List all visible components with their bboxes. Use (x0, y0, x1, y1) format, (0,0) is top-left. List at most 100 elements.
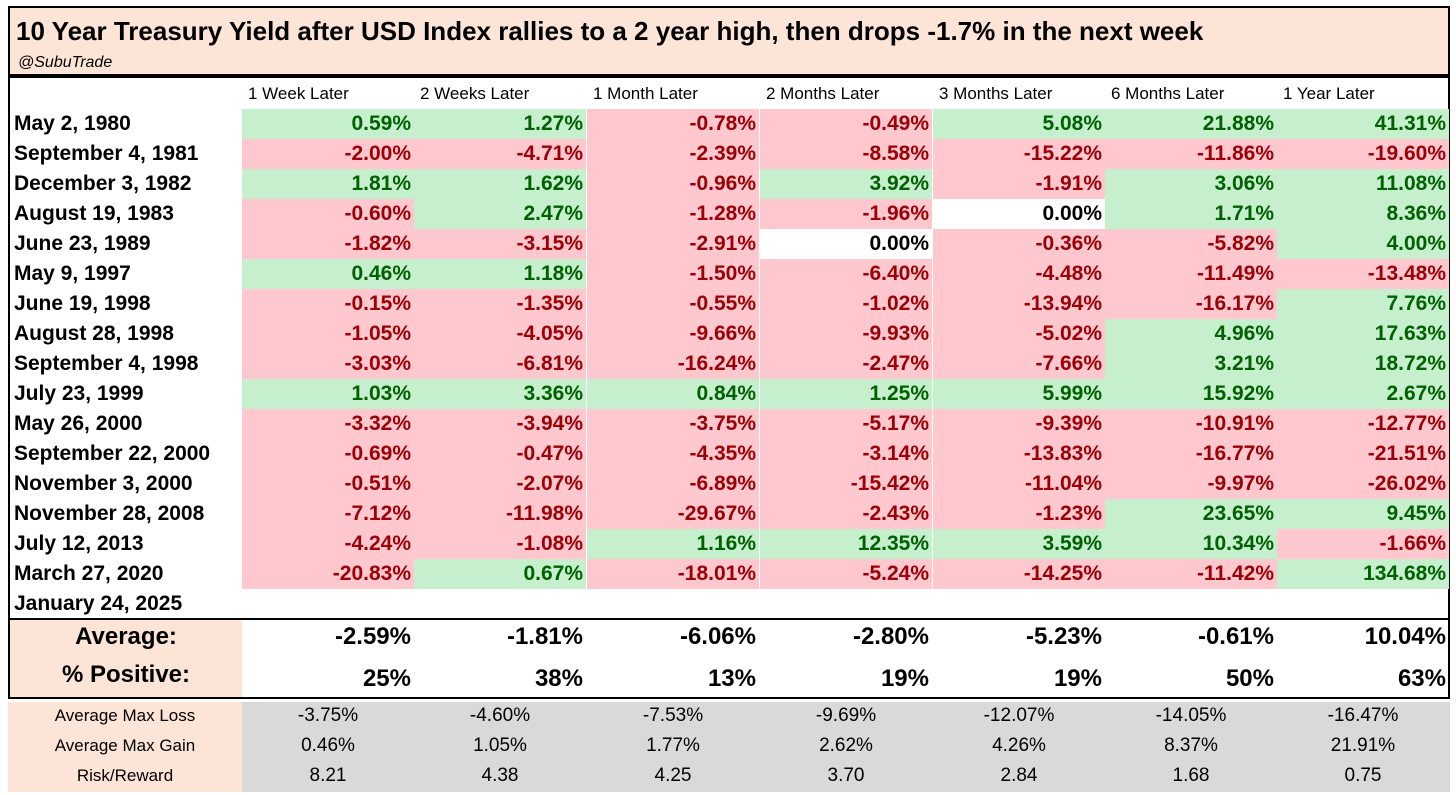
table-cell: 11.08% (1277, 169, 1449, 199)
table-cell: 18.72% (1277, 349, 1449, 379)
table-cell: -11.86% (1105, 139, 1277, 169)
table-cell: -2.07% (414, 469, 586, 499)
table-cell: -21.51% (1277, 439, 1449, 469)
table-cell: 0.00% (760, 229, 932, 259)
table-cell: -1.66% (1277, 529, 1449, 559)
table-cell: 1.16% (587, 529, 759, 559)
table-cell: -3.32% (242, 409, 414, 439)
table-cell: -0.51% (242, 469, 414, 499)
table-cell: -11.04% (933, 469, 1105, 499)
table-cell: 2.67% (1277, 379, 1449, 409)
author-handle: @SubuTrade (18, 54, 113, 71)
table-cell: -1.91% (933, 169, 1105, 199)
table-cell: 1.03% (242, 379, 414, 409)
stats-value: -7.53% (642, 705, 704, 726)
table-cell: -0.60% (242, 199, 414, 229)
stats-value: 21.91% (1330, 735, 1396, 756)
table-cell: 4.00% (1277, 229, 1449, 259)
table-cell: -9.97% (1105, 469, 1277, 499)
column-header: 6 Months Later (1111, 84, 1225, 103)
stats-value: 1.77% (646, 735, 700, 756)
stats-value: -14.05% (1155, 705, 1227, 726)
row-date-label: November 28, 2008 (14, 502, 205, 525)
stats-value: 4.25 (654, 765, 692, 786)
table-cell: -4.48% (933, 259, 1105, 289)
table-cell: 7.76% (1277, 289, 1449, 319)
row-date-label: July 23, 1999 (14, 382, 144, 405)
stats-value: 1.05% (473, 735, 527, 756)
table-cell: -1.23% (933, 499, 1105, 529)
table-cell: -6.89% (587, 469, 759, 499)
table-cell: -11.98% (414, 499, 586, 529)
table-cell: -2.00% (242, 139, 414, 169)
summary-value: 25% (362, 665, 411, 692)
row-date-label: July 12, 2013 (14, 532, 144, 555)
table-cell: -2.91% (587, 229, 759, 259)
table-cell: -0.15% (242, 289, 414, 319)
stats-value: 4.38 (481, 765, 519, 786)
table-cell: 1.27% (414, 109, 586, 139)
summary-value: 50% (1225, 665, 1274, 692)
stats-value: 4.26% (992, 735, 1046, 756)
table-cell: -11.49% (1105, 259, 1277, 289)
column-header: 2 Months Later (766, 84, 880, 103)
column-header: 2 Weeks Later (420, 84, 530, 103)
stats-value: -3.75% (297, 705, 359, 726)
table-cell: 3.21% (1105, 349, 1277, 379)
table-cell: -6.40% (760, 259, 932, 289)
row-date-label: December 3, 1982 (14, 172, 192, 195)
summary-label-panel (10, 620, 242, 697)
table-cell: 23.65% (1105, 499, 1277, 529)
table-cell: -8.58% (760, 139, 932, 169)
table-cell: -7.66% (933, 349, 1105, 379)
table-cell: 8.36% (1277, 199, 1449, 229)
stats-value: 8.37% (1164, 735, 1218, 756)
table-cell: -0.55% (587, 289, 759, 319)
summary-value: 13% (707, 665, 756, 692)
table-cell: 21.88% (1105, 109, 1277, 139)
table-cell: -3.14% (760, 439, 932, 469)
table-cell: -4.24% (242, 529, 414, 559)
table-cell: 0.00% (933, 199, 1105, 229)
summary-value: -2.80% (852, 623, 929, 650)
table-cell: 1.71% (1105, 199, 1277, 229)
table-cell: 12.35% (760, 529, 932, 559)
row-date-label: September 4, 1998 (14, 352, 199, 375)
table-cell: -2.47% (760, 349, 932, 379)
summary-value: -1.81% (506, 623, 583, 650)
column-header: 1 Year Later (1283, 84, 1375, 103)
table-cell: 0.59% (242, 109, 414, 139)
row-date-label: September 22, 2000 (14, 442, 211, 465)
table-cell: -3.75% (587, 409, 759, 439)
table-cell: 4.96% (1105, 319, 1277, 349)
table-cell: -3.94% (414, 409, 586, 439)
stats-value: 1.68 (1172, 765, 1210, 786)
table-cell: -1.02% (760, 289, 932, 319)
table-cell: -1.05% (242, 319, 414, 349)
summary-value: -0.61% (1197, 623, 1274, 650)
table-cell: -7.12% (242, 499, 414, 529)
table-cell: -20.83% (242, 559, 414, 589)
table-cell: -0.47% (414, 439, 586, 469)
table-cell: 41.31% (1277, 109, 1449, 139)
summary-value: 10.04% (1364, 623, 1446, 650)
column-header: 1 Month Later (593, 84, 698, 103)
table-cell: -0.49% (760, 109, 932, 139)
table-cell: -0.69% (242, 439, 414, 469)
stats-value: -9.69% (815, 705, 877, 726)
stats-value: 3.70 (827, 765, 865, 786)
table-cell: -1.08% (414, 529, 586, 559)
table-cell: 5.99% (933, 379, 1105, 409)
summary-value: 19% (1053, 665, 1102, 692)
table-cell: -14.25% (933, 559, 1105, 589)
table-cell: -0.78% (587, 109, 759, 139)
row-date-label: March 27, 2020 (14, 562, 164, 585)
stats-label: Average Max Loss (54, 706, 196, 725)
table-cell: -5.17% (760, 409, 932, 439)
stats-value: -12.07% (983, 705, 1055, 726)
summary-value: -5.23% (1025, 623, 1102, 650)
chart-title: 10 Year Treasury Yield after USD Index r… (16, 16, 1204, 46)
table-cell: -15.42% (760, 469, 932, 499)
stats-value: 0.46% (301, 735, 355, 756)
table-cell: -1.50% (587, 259, 759, 289)
